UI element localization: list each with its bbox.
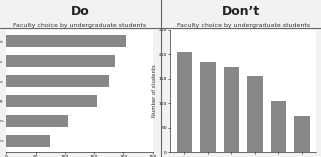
Bar: [177, 52, 192, 152]
Title: Faculty choice by undergraduate students: Faculty choice by undergraduate students: [177, 23, 310, 28]
Title: Faculty choice by undergraduate students: Faculty choice by undergraduate students: [13, 23, 146, 28]
Bar: [6, 75, 109, 87]
Bar: [6, 35, 126, 47]
Y-axis label: Number of students: Number of students: [152, 65, 157, 117]
Bar: [6, 95, 97, 107]
Text: Don’t: Don’t: [221, 5, 260, 18]
Bar: [200, 62, 215, 152]
Text: Do: Do: [71, 5, 90, 18]
Bar: [6, 135, 50, 147]
Bar: [247, 76, 263, 152]
Bar: [271, 101, 286, 152]
Bar: [6, 115, 68, 127]
Bar: [224, 67, 239, 152]
Bar: [6, 55, 115, 67]
Bar: [294, 116, 309, 152]
